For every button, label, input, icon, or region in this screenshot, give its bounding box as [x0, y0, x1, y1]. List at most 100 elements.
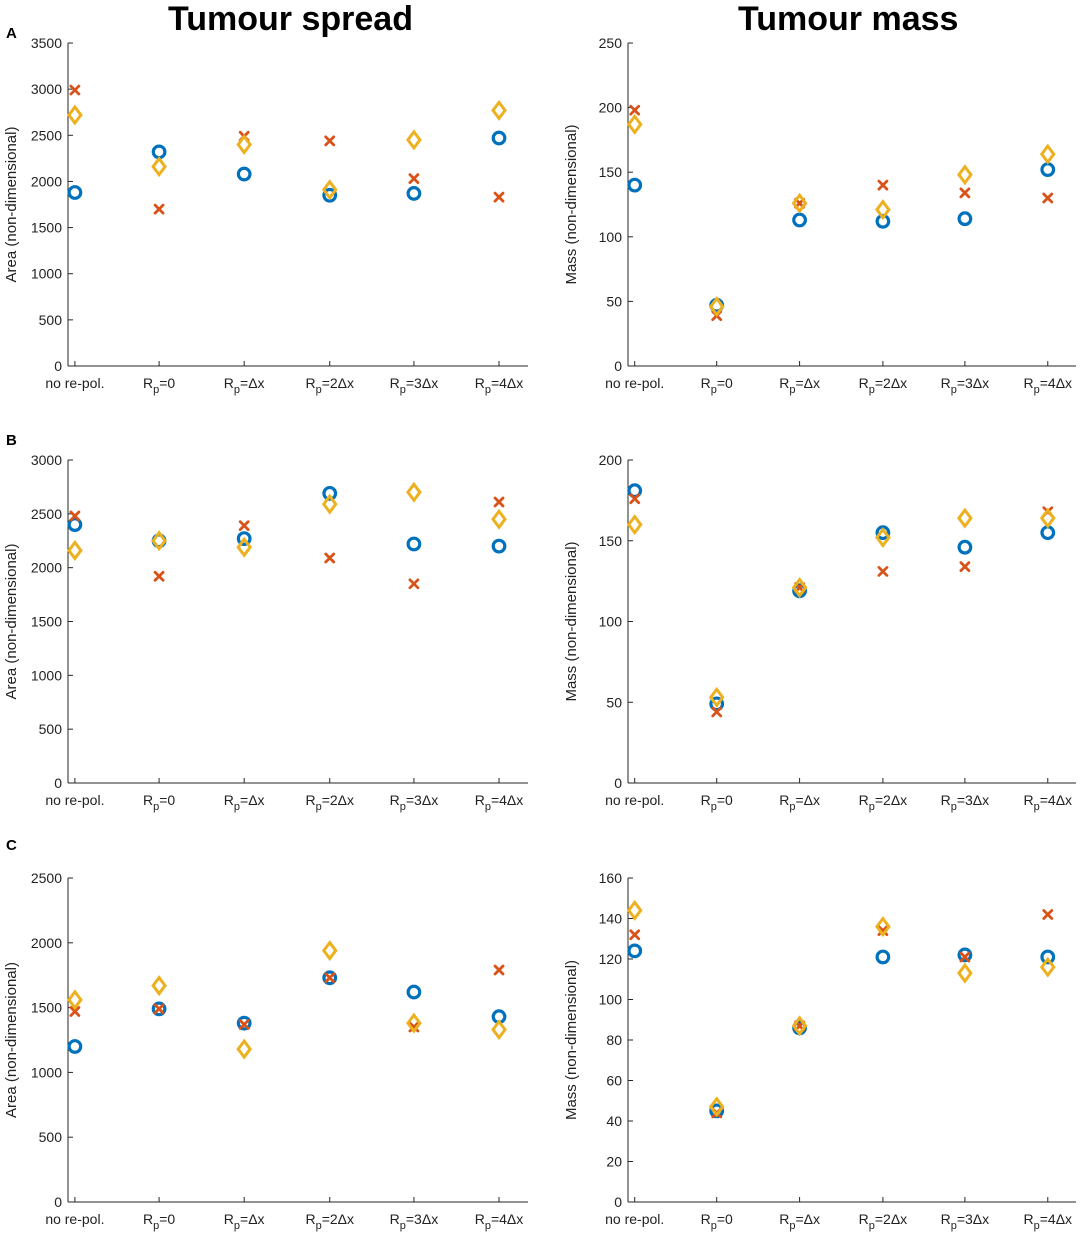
data-point-diamond	[1039, 507, 1056, 529]
y-tick-label: 250	[599, 35, 623, 51]
data-point-cross	[69, 84, 81, 96]
data-point-cross	[324, 552, 336, 564]
data-point-circle	[709, 696, 725, 712]
data-point-circle	[236, 166, 252, 182]
data-point-cross	[493, 964, 505, 976]
data-point-cross	[877, 179, 889, 191]
data-point-circle	[151, 1001, 167, 1017]
data-point-diamond	[151, 975, 167, 997]
y-tick-label: 80	[606, 1032, 622, 1048]
data-point-circle	[67, 517, 83, 532]
y-tick-label: 60	[606, 1073, 622, 1089]
x-tick-label: Rp=2Δx	[305, 1211, 354, 1232]
y-tick-label: 0	[614, 775, 622, 791]
data-point-diamond	[626, 899, 643, 921]
y-tick-label: 2500	[31, 127, 62, 143]
y-tick-label: 160	[599, 870, 623, 886]
data-point-cross	[1042, 192, 1054, 204]
data-point-cross	[153, 570, 165, 582]
x-tick-label: Rp=Δx	[779, 1211, 820, 1232]
y-tick-label: 3000	[31, 452, 62, 468]
data-point-circle	[1040, 162, 1056, 178]
data-point-circle	[491, 130, 507, 146]
data-point-cross	[493, 496, 505, 508]
data-point-diamond	[321, 179, 338, 201]
x-tick-label: Rp=3Δx	[390, 375, 439, 396]
data-point-diamond	[708, 1096, 725, 1118]
x-tick-label: no re-pol.	[45, 375, 104, 391]
y-tick-label: 0	[54, 358, 62, 374]
data-point-diamond	[491, 508, 507, 530]
data-point-diamond	[151, 156, 167, 178]
data-point-diamond	[406, 481, 422, 503]
data-point-circle	[957, 211, 973, 227]
x-tick-label: Rp=4Δx	[1023, 375, 1072, 396]
y-tick-label: 0	[54, 1194, 62, 1210]
data-point-cross	[629, 929, 641, 941]
y-tick-label: 200	[599, 452, 623, 468]
data-point-circle	[322, 485, 338, 501]
y-axis-label: Area (non-dimensional)	[3, 962, 20, 1118]
data-point-circle	[406, 984, 422, 1000]
data-point-circle	[322, 187, 338, 203]
data-point-circle	[792, 212, 807, 228]
x-tick-label: Rp=2Δx	[305, 375, 354, 396]
y-tick-label: 120	[599, 951, 623, 967]
data-point-cross	[959, 187, 971, 199]
data-point-diamond	[321, 940, 338, 962]
x-tick-label: Rp=3Δx	[941, 375, 990, 396]
x-tick-label: Rp=4Δx	[475, 375, 524, 396]
data-point-diamond	[957, 164, 973, 186]
y-tick-label: 3000	[31, 81, 62, 97]
x-tick-label: no re-pol.	[45, 1211, 104, 1227]
chart-a-right: 0 50 100 150 200 250 no re-pol. Rp=0 Rp=Δx Rp=2Δx…	[563, 35, 1076, 396]
data-point-circle	[491, 538, 507, 554]
data-point-circle	[236, 531, 252, 546]
data-point-circle	[406, 186, 422, 201]
y-axis-label: Area (non-dimensional)	[3, 544, 20, 700]
y-tick-label: 500	[39, 721, 63, 737]
data-point-diamond	[1039, 143, 1056, 165]
x-tick-label: Rp=Δx	[224, 792, 265, 813]
x-tick-label: no re-pol.	[605, 1211, 664, 1227]
data-point-circle	[322, 970, 338, 986]
data-point-cross	[629, 104, 641, 116]
x-tick-label: Rp=4Δx	[1023, 1211, 1072, 1232]
y-tick-label: 1500	[31, 220, 62, 236]
y-tick-label: 100	[599, 992, 623, 1008]
y-tick-label: 2000	[31, 935, 62, 951]
x-tick-label: Rp=2Δx	[859, 792, 908, 813]
y-tick-label: 1000	[31, 1064, 62, 1080]
data-point-cross	[238, 520, 250, 532]
x-tick-label: Rp=0	[143, 375, 175, 396]
chart-c-right: 0 20 40 60 80 100 120 140 160 no re-pol. Rp=0 Rp=Δx…	[563, 870, 1076, 1232]
x-tick-label: Rp=2Δx	[859, 375, 908, 396]
data-point-diamond	[321, 493, 338, 515]
data-point-cross	[69, 1006, 81, 1017]
data-point-diamond	[236, 536, 253, 558]
data-point-cross	[153, 203, 165, 215]
data-point-diamond	[791, 577, 808, 599]
y-tick-label: 140	[599, 911, 623, 927]
data-point-circle	[627, 943, 643, 959]
data-point-diamond	[791, 1015, 808, 1037]
data-point-diamond	[626, 113, 643, 135]
x-tick-label: Rp=3Δx	[390, 792, 439, 813]
y-tick-label: 0	[54, 775, 62, 791]
y-tick-label: 50	[606, 694, 622, 710]
data-point-cross	[408, 173, 420, 185]
data-point-diamond	[491, 99, 507, 121]
panel-label-c: C	[6, 837, 17, 854]
data-point-diamond	[957, 507, 973, 529]
x-tick-label: Rp=0	[143, 792, 175, 813]
data-point-diamond	[875, 199, 891, 221]
data-point-circle	[957, 539, 973, 555]
y-tick-label: 100	[599, 229, 623, 245]
data-point-diamond	[236, 134, 253, 156]
data-point-diamond	[626, 514, 643, 536]
x-tick-label: Rp=3Δx	[941, 792, 990, 813]
x-tick-label: Rp=Δx	[224, 1211, 265, 1232]
y-tick-label: 1500	[31, 614, 62, 630]
data-point-cross	[324, 135, 336, 147]
y-axis-label: Mass (non-dimensional)	[563, 960, 580, 1120]
